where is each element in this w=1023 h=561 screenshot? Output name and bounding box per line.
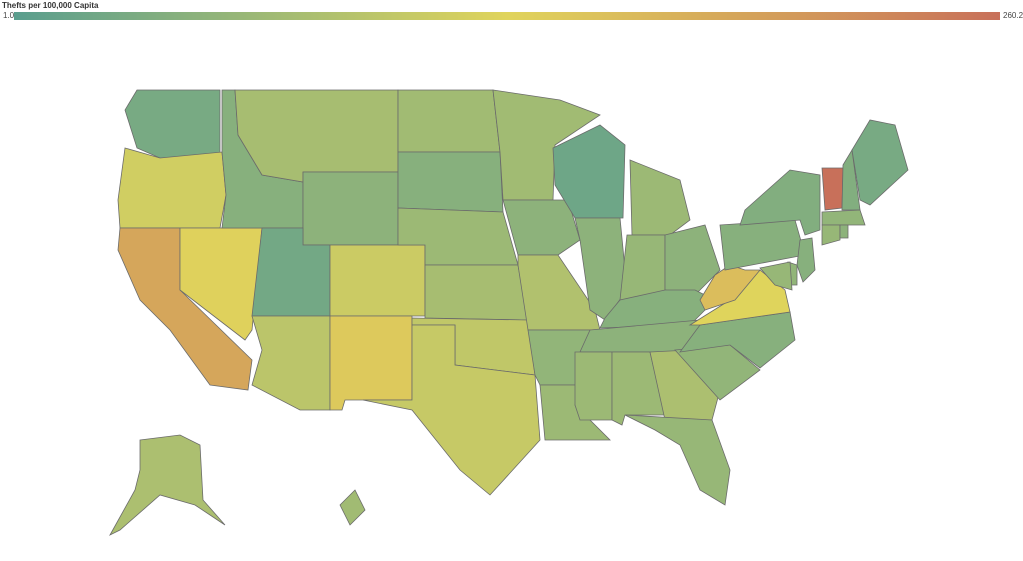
- state: [124, 89, 221, 159]
- state: [552, 124, 626, 219]
- state: [362, 324, 541, 496]
- scale-min-label: 1.0: [3, 11, 15, 20]
- state: [699, 264, 761, 311]
- state: [839, 224, 849, 239]
- state: [251, 315, 331, 411]
- state: [329, 315, 413, 411]
- state: [821, 224, 841, 246]
- state: [397, 151, 504, 213]
- state: [821, 167, 844, 211]
- state: [339, 489, 366, 526]
- state: [629, 159, 691, 236]
- states: [109, 89, 909, 536]
- state: [619, 234, 666, 301]
- state: [574, 351, 613, 421]
- scale-max-label: 260.2: [1003, 11, 1023, 20]
- state: [397, 89, 501, 153]
- state: [302, 171, 399, 246]
- state: [739, 169, 821, 236]
- state: [329, 244, 426, 317]
- state: [851, 119, 909, 206]
- state: [502, 199, 581, 256]
- state: [117, 147, 227, 229]
- state: [719, 219, 806, 271]
- color-bar: [14, 12, 1000, 20]
- legend-title: Thefts per 100,000 Capita: [2, 1, 99, 10]
- state: [664, 224, 721, 296]
- state: [424, 264, 529, 321]
- state: [796, 237, 816, 283]
- state: [109, 434, 226, 536]
- state: [234, 89, 399, 183]
- state: [821, 209, 866, 226]
- state: [759, 261, 793, 291]
- state: [624, 414, 731, 506]
